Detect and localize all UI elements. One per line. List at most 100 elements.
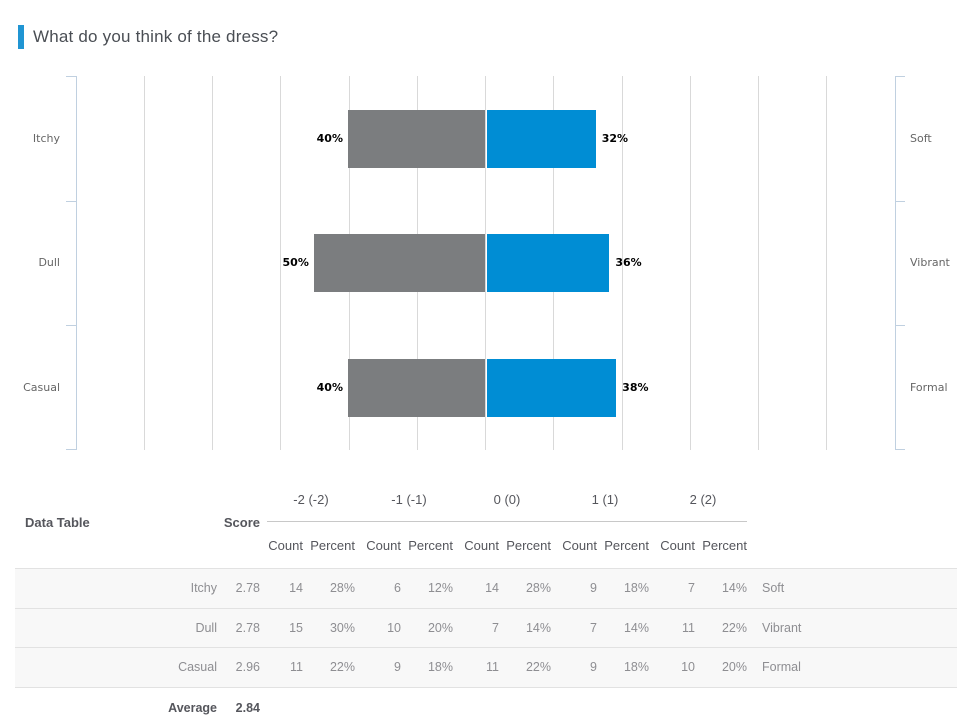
table-group-header: 2 (2) [689,492,717,507]
left-axis-tick [66,449,76,450]
count-cell: 9 [590,660,597,675]
data-table-header: Data Table Score -2 (-2) Count Percent -1 (… [15,478,957,568]
question-title-block: What do you think of the dress? [18,22,278,52]
gridline [212,76,213,450]
table-row: Dull 2.78 15 30% 10 20% 7 14% 7 14% 11 22% Vibrant [15,608,957,649]
gridline [689,76,691,450]
negative-bar[interactable] [348,110,485,168]
chart-plot-area: 40% 32% 50% 36% 40% 38% [76,76,895,450]
percent-cell: 22% [525,660,551,675]
percent-cell: 30% [329,620,355,635]
average-row: Average 2.84 [15,688,957,726]
percent-cell: 12% [427,581,453,596]
count-cell: 7 [492,620,499,635]
count-cell: 10 [387,620,401,635]
diverging-bar-chart: 40% 32% 50% 36% 40% 38% Itchy Soft Dull Vibrant C… [0,76,975,451]
row-label: Dull [195,620,217,635]
count-column-header: Count [268,538,303,553]
positive-bar[interactable] [486,110,596,168]
gridline [280,76,282,450]
percent-cell: 14% [721,581,747,596]
count-cell: 6 [394,581,401,596]
row-right-label: Vibrant [762,620,802,635]
count-column-header: Count [660,538,695,553]
negative-value-label: 50% [282,256,309,269]
data-table-body: Itchy 2.78 14 28% 6 12% 14 28% 9 18% 7 14% Soft Dull 2… [15,568,957,688]
right-axis-tick [895,76,905,77]
average-score-value: 2.84 [235,700,260,715]
count-cell: 14 [289,581,303,596]
score-cell: 2.78 [235,581,260,596]
percent-column-header: Percent [702,538,747,553]
count-cell: 11 [682,620,695,635]
percent-column-header: Percent [408,538,453,553]
title-accent-bar [18,25,24,49]
left-axis-tick [66,76,76,77]
percent-cell: 14% [623,620,649,635]
negative-value-label: 40% [316,381,343,394]
gridline [143,76,145,450]
count-cell: 11 [290,660,303,675]
positive-value-label: 36% [615,256,642,269]
table-group-header: -1 (-1) [391,492,427,507]
table-group-header: 1 (1) [591,492,619,507]
right-category-label: Vibrant [910,256,950,269]
table-row: Itchy 2.78 14 28% 6 12% 14 28% 9 18% 7 14% Soft [15,569,957,609]
count-cell: 10 [681,660,695,675]
count-column-header: Count [464,538,499,553]
data-table-title: Data Table [25,515,90,530]
left-category-label: Casual [23,381,60,394]
right-category-label: Soft [910,132,932,145]
table-group-header: 0 (0) [493,492,521,507]
percent-cell: 18% [623,660,649,675]
score-column-header: Score [223,515,260,530]
table-row: Casual 2.96 11 22% 9 18% 11 22% 9 18% 10 20% Formal [15,648,957,688]
percent-cell: 18% [427,660,453,675]
question-title: What do you think of the dress? [33,27,279,46]
count-cell: 9 [590,581,597,596]
percent-cell: 22% [721,620,747,635]
row-label: Itchy [190,581,217,596]
positive-bar[interactable] [486,359,617,417]
percent-cell: 28% [525,581,551,596]
table-group-header: -2 (-2) [293,492,329,507]
count-column-header: Count [366,538,401,553]
row-right-label: Formal [762,660,801,675]
percent-column-header: Percent [310,538,355,553]
count-column-header: Count [562,538,597,553]
data-table: Data Table Score -2 (-2) Count Percent -1 (… [15,478,957,726]
left-category-label: Dull [38,256,60,269]
gridline [621,76,623,450]
negative-bar[interactable] [348,359,485,417]
percent-cell: 18% [623,581,649,596]
group-header-rule [267,521,747,522]
left-axis [76,76,77,450]
row-label: Casual [178,660,217,675]
percent-column-header: Percent [506,538,551,553]
percent-cell: 20% [427,620,453,635]
positive-value-label: 32% [601,132,629,145]
percent-cell: 20% [721,660,747,675]
right-axis-tick [895,200,905,202]
count-cell: 7 [688,581,695,596]
score-cell: 2.78 [235,620,260,635]
positive-bar[interactable] [486,234,610,292]
percent-cell: 22% [329,660,355,675]
count-cell: 14 [485,581,499,596]
gridline [758,76,759,450]
left-axis-tick [66,200,76,202]
percent-cell: 28% [329,581,355,596]
negative-value-label: 40% [316,132,343,145]
score-cell: 2.96 [235,660,260,675]
right-axis-tick [895,449,905,450]
positive-value-label: 38% [622,381,649,394]
count-cell: 15 [289,620,303,635]
left-axis-tick [66,325,76,326]
average-label: Average [168,700,217,715]
count-cell: 7 [590,620,597,635]
negative-bar[interactable] [313,234,485,292]
count-cell: 11 [486,660,499,675]
count-cell: 9 [394,660,401,675]
gridline [826,76,828,450]
right-category-label: Formal [910,381,948,394]
